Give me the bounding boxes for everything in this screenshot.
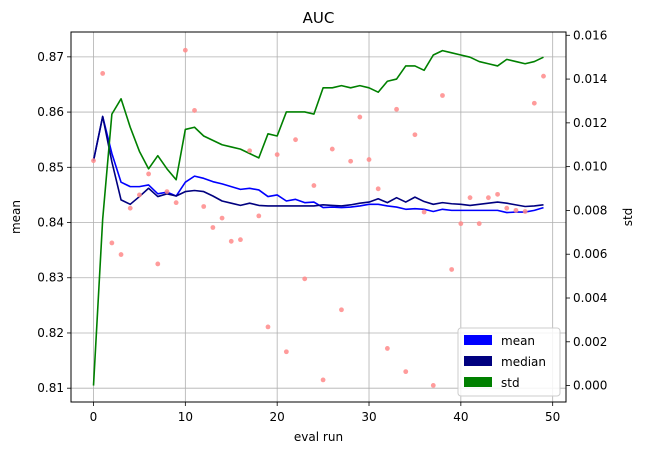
- scatter-point: [164, 189, 170, 194]
- scatter-point: [91, 158, 96, 164]
- plot-frame: [70, 31, 567, 403]
- scatter-point: [458, 221, 464, 227]
- scatter-point: [293, 137, 298, 143]
- legend-swatch-std: [464, 377, 492, 387]
- scatter-point: [403, 369, 409, 375]
- x-tick-label: 20: [270, 410, 285, 424]
- y-tick-label: 0.87: [37, 50, 64, 64]
- legend-swatch-mean: [464, 335, 492, 345]
- y-tick-label: 0.81: [37, 381, 64, 395]
- scatter-point: [256, 213, 262, 219]
- y-right-tick-label: 0.002: [573, 335, 607, 349]
- scatter-point: [228, 238, 234, 244]
- scatter-point: [476, 221, 482, 227]
- scatter-point: [348, 158, 354, 164]
- x-axis-label: eval run: [294, 430, 343, 444]
- scatter-point: [495, 191, 500, 197]
- scatter-point: [541, 73, 546, 79]
- scatter-point: [513, 207, 519, 213]
- series-line-std: [92, 49, 544, 386]
- scatter-point: [531, 100, 537, 106]
- y-right-tick-label: 0.004: [573, 291, 607, 305]
- scatter-point: [283, 349, 289, 355]
- y-right-tick-label: 0.008: [573, 203, 607, 217]
- y-axis-label: mean: [9, 200, 23, 234]
- legend-label-std: std: [501, 376, 520, 390]
- scatter-point: [100, 71, 106, 76]
- legend-label-mean: mean: [501, 334, 535, 348]
- scatter-points: [91, 47, 546, 388]
- scatter-point: [118, 252, 124, 257]
- x-tick-label: 50: [545, 410, 560, 424]
- scatter-point: [339, 307, 344, 313]
- series-line-median: [92, 115, 544, 208]
- scatter-point: [146, 171, 152, 177]
- scatter-point: [201, 204, 207, 209]
- y-tick-label: 0.86: [37, 105, 64, 119]
- x-tick-label: 10: [178, 410, 193, 424]
- scatter-point: [421, 209, 427, 215]
- scatter-point: [274, 152, 280, 157]
- scatter-point: [137, 192, 142, 198]
- scatter-point: [467, 195, 473, 201]
- y-axis-right-label: std: [621, 208, 635, 227]
- scatter-point: [504, 205, 510, 211]
- legend-label-median: median: [501, 355, 546, 369]
- y-right-tick-label: 0.010: [573, 160, 607, 174]
- scatter-point: [522, 209, 528, 214]
- scatter-point: [394, 106, 399, 112]
- x-axis-ticks: 0 10 20 30 40 50: [90, 402, 560, 424]
- y-axis-right-ticks: 0.000 0.002 0.004 0.006 0.008 0.010 0.012 0.014…: [566, 28, 607, 393]
- scatter-point: [366, 157, 372, 162]
- scatter-point: [412, 132, 418, 138]
- x-tick-label: 40: [453, 410, 468, 424]
- scatter-point: [210, 225, 216, 230]
- scatter-point: [182, 47, 188, 53]
- y-axis-ticks: 0.81 0.82 0.83 0.84 0.85 0.86 0.87: [37, 50, 71, 395]
- x-tick-label: 30: [361, 410, 376, 424]
- y-tick-label: 0.82: [37, 326, 64, 340]
- y-right-tick-label: 0.000: [573, 379, 607, 393]
- scatter-point: [127, 205, 133, 211]
- scatter-point: [173, 200, 179, 206]
- scatter-point: [320, 377, 326, 383]
- scatter-point: [155, 261, 161, 267]
- y-tick-label: 0.83: [37, 271, 64, 285]
- scatter-point: [440, 93, 445, 98]
- scatter-point: [302, 276, 308, 282]
- scatter-point: [219, 215, 225, 221]
- y-right-tick-label: 0.006: [573, 247, 607, 261]
- y-tick-label: 0.85: [37, 160, 64, 174]
- scatter-point: [430, 383, 436, 388]
- scatter-point: [238, 237, 243, 243]
- chart-title: AUC: [303, 9, 335, 27]
- scatter-point: [247, 148, 253, 154]
- scatter-point: [109, 240, 115, 246]
- x-tick-label: 0: [90, 410, 98, 424]
- scatter-point: [375, 186, 381, 192]
- scatter-point: [384, 346, 390, 351]
- scatter-point: [449, 267, 455, 272]
- y-right-tick-label: 0.012: [573, 116, 607, 130]
- y-right-tick-label: 0.016: [573, 28, 607, 42]
- y-right-tick-label: 0.014: [573, 72, 607, 86]
- scatter-point: [311, 183, 317, 188]
- scatter-point: [192, 108, 197, 113]
- scatter-point: [329, 146, 335, 152]
- scatter-point: [357, 114, 363, 120]
- scatter-point: [265, 324, 271, 330]
- scatter-point: [485, 195, 491, 201]
- legend: mean median std: [457, 327, 561, 397]
- legend-swatch-median: [464, 356, 492, 366]
- y-tick-label: 0.84: [37, 216, 64, 230]
